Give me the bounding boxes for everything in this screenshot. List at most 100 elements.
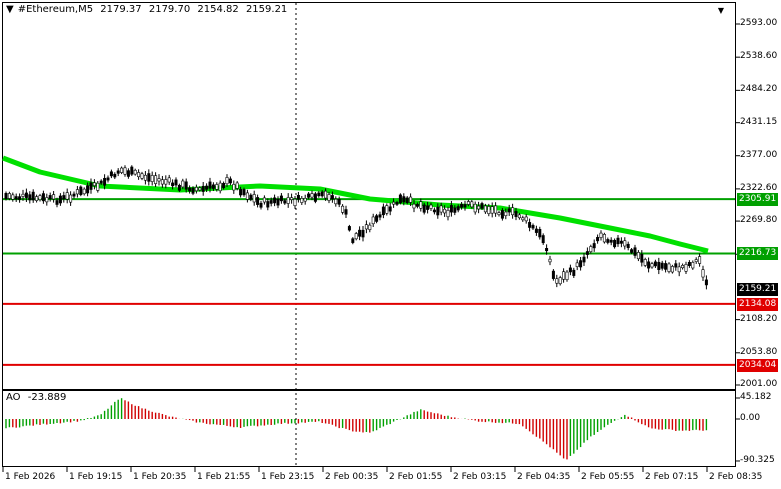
- candle-body: [150, 175, 154, 182]
- candle-body: [75, 189, 79, 195]
- candle-body: [511, 207, 515, 216]
- candle-body: [140, 173, 144, 179]
- candle-body: [354, 233, 358, 240]
- candle-body: [320, 191, 324, 197]
- candle-body: [691, 262, 695, 269]
- candle-body: [371, 216, 375, 225]
- close-value: 2159.21: [245, 4, 288, 15]
- candle-body: [470, 201, 474, 208]
- candle-body: [126, 170, 130, 177]
- level-price-tag: 2034.04: [737, 358, 779, 372]
- candle-body: [109, 171, 113, 177]
- candle-body: [664, 263, 668, 270]
- candle-body: [11, 194, 15, 200]
- candle-body: [154, 175, 158, 184]
- candle-body: [177, 184, 181, 191]
- ao-indicator-panel[interactable]: [2, 390, 736, 467]
- candle-body: [65, 192, 69, 200]
- candle-body: [514, 211, 518, 217]
- candle-body: [252, 194, 256, 203]
- candle-body: [579, 260, 583, 268]
- candle-body: [677, 266, 681, 273]
- candle-body: [184, 181, 188, 190]
- candle-body: [133, 169, 137, 175]
- candle-body: [143, 174, 147, 181]
- high-value: 2179.70: [148, 4, 191, 15]
- candle-body: [262, 197, 266, 203]
- candle-body: [507, 208, 511, 213]
- dropdown-triangle-icon[interactable]: ▼: [717, 6, 724, 15]
- candle-body: [52, 194, 56, 200]
- candle-body: [405, 197, 409, 203]
- candle-body: [249, 194, 253, 200]
- ao-axis-label: 45.182: [740, 392, 772, 402]
- candle-body: [99, 180, 103, 184]
- candle-body: [120, 167, 124, 173]
- candle-body: [188, 187, 192, 192]
- candle-body: [660, 262, 664, 269]
- candle-body: [48, 195, 52, 200]
- candle-body: [296, 195, 300, 200]
- candle-body: [439, 205, 443, 213]
- candle-body: [218, 182, 222, 192]
- candle-body: [368, 224, 372, 230]
- candle-body: [524, 216, 528, 222]
- price-axis-label: 2377.00: [740, 149, 778, 160]
- candle-body: [575, 262, 579, 267]
- candle-body: [541, 235, 545, 244]
- candle-body: [616, 237, 620, 245]
- candle-body: [630, 249, 634, 253]
- candle-body: [72, 193, 76, 197]
- candle-body: [687, 262, 691, 266]
- collapse-arrow-icon[interactable]: ▼: [6, 4, 14, 15]
- candle-body: [324, 190, 328, 199]
- candle-body: [194, 186, 198, 192]
- candle-body: [361, 229, 365, 238]
- candle-body: [259, 202, 263, 208]
- candle-body: [96, 182, 100, 191]
- candle-body: [412, 203, 416, 209]
- candle-body: [626, 243, 630, 249]
- candle-body: [171, 182, 175, 187]
- time-axis-label: 2 Feb 03:15: [453, 472, 507, 482]
- candle-body: [147, 173, 151, 182]
- candle-body: [643, 259, 647, 266]
- candle-body: [106, 177, 110, 181]
- candle-body: [307, 193, 311, 198]
- candle-body: [225, 177, 229, 185]
- candle-body: [572, 269, 576, 276]
- candle-body: [490, 206, 494, 214]
- time-axis-label: 1 Feb 23:15: [261, 472, 315, 482]
- candle-body: [446, 209, 450, 218]
- candle-body: [239, 189, 243, 196]
- price-chart-panel[interactable]: [2, 2, 736, 390]
- candle-body: [279, 195, 283, 202]
- candle-body: [555, 278, 559, 284]
- candle-body: [167, 177, 171, 183]
- candle-body: [89, 182, 93, 190]
- candle-body: [701, 269, 705, 278]
- time-axis-label: 2 Feb 08:35: [709, 472, 763, 482]
- time-axis-label: 2 Feb 05:55: [581, 472, 635, 482]
- ao-axis-label: 0.00: [740, 413, 761, 423]
- candle-body: [602, 234, 606, 243]
- price-axis-label: 2322.60: [740, 182, 778, 193]
- time-axis-label: 1 Feb 21:55: [197, 472, 251, 482]
- candle-body: [79, 186, 83, 195]
- candle-body: [245, 192, 249, 200]
- candle-body: [443, 208, 447, 214]
- candle-body: [300, 198, 304, 203]
- time-axis-label: 1 Feb 2026: [5, 472, 56, 482]
- candle-body: [463, 204, 467, 208]
- candle-body: [565, 271, 569, 280]
- candle-body: [596, 237, 600, 242]
- candle-body: [385, 205, 389, 214]
- price-axis-label: 2053.80: [740, 346, 778, 357]
- candle-body: [344, 209, 348, 215]
- candle-body: [409, 196, 413, 203]
- candle-body: [31, 191, 35, 201]
- current-price-tag: 2159.21: [737, 282, 779, 296]
- candle-body: [422, 204, 426, 213]
